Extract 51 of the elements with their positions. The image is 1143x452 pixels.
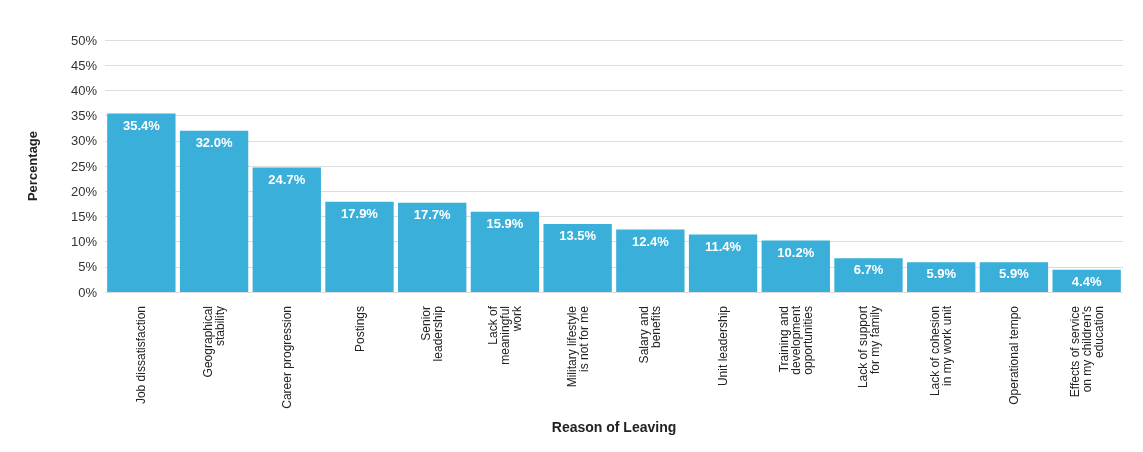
bar xyxy=(325,201,394,292)
data-label: 35.4% xyxy=(122,117,161,133)
y-tick-label: 25% xyxy=(70,158,98,174)
y-tick-label: 0% xyxy=(78,284,98,300)
x-tick-label: Senior leadership xyxy=(419,305,446,362)
data-label: 5.9% xyxy=(999,266,1030,282)
data-label: 11.4% xyxy=(704,238,742,254)
y-tick-label: 20% xyxy=(70,183,98,199)
data-label: 13.5% xyxy=(559,227,597,243)
x-tick-label: Job dissatisfaction xyxy=(134,306,149,405)
y-tick-label: 10% xyxy=(70,234,98,250)
x-tick-label: Operational tempo xyxy=(1006,305,1021,405)
x-axis-title: Reason of Leaving xyxy=(551,419,677,435)
y-tick-label: 35% xyxy=(70,108,98,124)
data-label: 6.7% xyxy=(853,262,884,278)
bar xyxy=(543,223,612,292)
bar xyxy=(907,262,976,292)
x-tick-label: Unit leadership xyxy=(716,305,731,387)
x-tick-label: Postings xyxy=(352,306,367,353)
y-tick-label: 40% xyxy=(70,82,98,98)
bar xyxy=(688,234,758,292)
y-tick-label: 30% xyxy=(70,133,98,149)
x-tick-label: Lack of meaningful work xyxy=(485,305,524,365)
data-label: 17.9% xyxy=(341,205,379,221)
data-label: 12.4% xyxy=(631,233,670,249)
bar xyxy=(979,262,1049,292)
bar xyxy=(107,113,176,292)
y-tick-label: 15% xyxy=(70,208,98,224)
data-label: 24.7% xyxy=(268,171,306,187)
bar xyxy=(470,211,540,292)
bar xyxy=(834,258,903,292)
data-label: 4.4% xyxy=(1071,273,1102,289)
bar xyxy=(398,202,467,292)
y-tick-label: 50% xyxy=(70,32,98,48)
data-label: 15.9% xyxy=(486,215,524,231)
x-tick-label: Salary and benefits xyxy=(637,306,664,364)
bar xyxy=(179,130,249,292)
x-tick-label: Geographical stability xyxy=(201,306,228,378)
bar xyxy=(252,167,321,292)
y-tick-label: 5% xyxy=(78,259,98,275)
x-tick-label: Training and development opportunities xyxy=(776,305,815,375)
y-tick-label: 45% xyxy=(70,57,98,73)
x-tick-label: Effects of service on my children's education xyxy=(1067,305,1106,398)
bar xyxy=(616,229,685,292)
data-label: 32.0% xyxy=(195,134,233,150)
data-label: 10.2% xyxy=(777,244,815,260)
data-label: 5.9% xyxy=(926,266,957,282)
data-label: 17.7% xyxy=(413,206,452,222)
y-axis-title: Percentage xyxy=(25,130,40,202)
bar xyxy=(761,240,830,292)
x-tick-label: Career progression xyxy=(279,306,294,409)
